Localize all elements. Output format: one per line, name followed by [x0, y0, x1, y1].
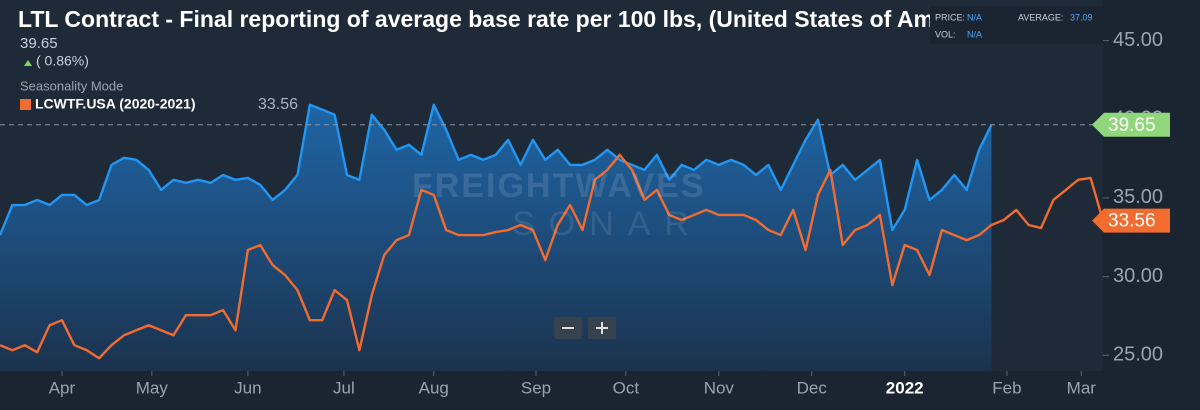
x-tick-label: Apr — [49, 378, 76, 397]
y-tick-label: 45.00 — [1113, 29, 1163, 51]
price-change: ( 0.86%) — [36, 53, 89, 69]
stat-value: N/A — [967, 12, 982, 22]
up-arrow — [24, 60, 32, 66]
stat-label: VOL: — [935, 29, 956, 39]
zoom-out-button[interactable] — [554, 317, 582, 339]
chart-title: LTL Contract - Final reporting of averag… — [18, 6, 934, 32]
stat-value: N/A — [967, 29, 982, 39]
series-area — [0, 104, 992, 372]
y-tick-label: 25.00 — [1113, 344, 1163, 366]
x-tick-label: May — [136, 378, 169, 397]
stat-label: AVERAGE: — [1018, 12, 1063, 22]
x-tick-label: Jun — [234, 378, 261, 397]
x-tick-label: Nov — [704, 378, 735, 397]
legend-swatch — [20, 99, 31, 110]
mode-label: Seasonality Mode — [20, 78, 123, 93]
value-badge — [1092, 112, 1170, 137]
y-tick-label: 35.00 — [1113, 186, 1163, 208]
y-tick-label: 30.00 — [1113, 265, 1163, 287]
legend-value: 33.56 — [258, 96, 298, 113]
legend-label: LCWTF.USA (2020-2021) — [35, 96, 196, 112]
series-line — [0, 103, 993, 236]
badge-label: 33.56 — [1108, 211, 1156, 232]
x-tick-label: Mar — [1067, 378, 1097, 397]
x-tick-label: Dec — [797, 378, 828, 397]
stat-value: 37.09 — [1070, 12, 1093, 22]
stats-panel — [930, 6, 1105, 44]
badge-label: 39.65 — [1108, 115, 1156, 136]
x-tick-label: Feb — [992, 378, 1021, 397]
current-price: 39.65 — [20, 35, 58, 52]
x-tick-label: Jul — [333, 378, 355, 397]
series-line — [0, 153, 1105, 360]
plot-area — [0, 103, 1105, 372]
zoom-in-button[interactable] — [588, 317, 616, 339]
watermark: SONAR — [512, 205, 703, 243]
value-badge — [1092, 208, 1170, 233]
watermark: FREIGHTWAVES — [412, 167, 706, 205]
x-tick-label: Sep — [521, 378, 551, 397]
x-tick-label: Oct — [613, 378, 640, 397]
stat-label: PRICE: — [935, 12, 965, 22]
x-tick-label: Aug — [419, 378, 449, 397]
x-tick-label: 2022 — [886, 378, 924, 397]
